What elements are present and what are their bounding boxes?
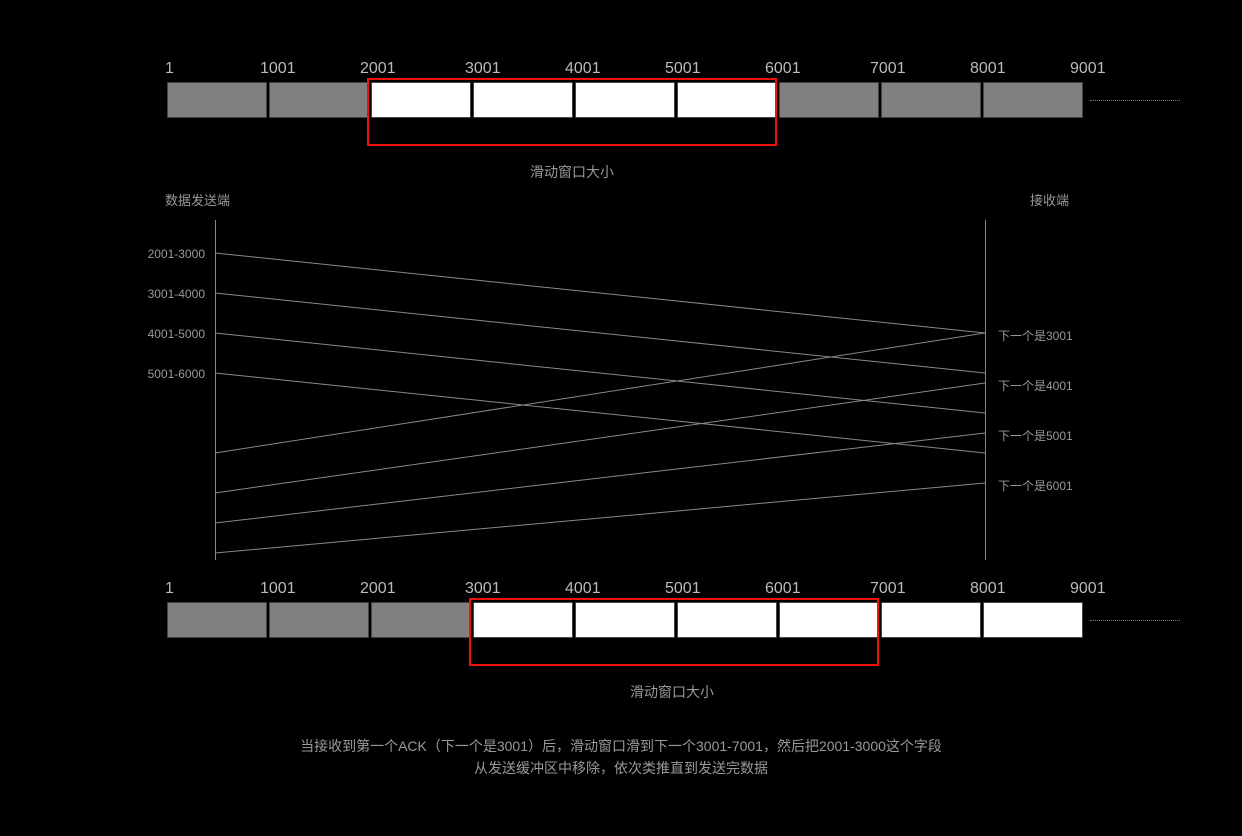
tick-label: 5001 [665,580,701,598]
tick-label: 9001 [1070,580,1106,598]
top-sliding-window [367,78,777,146]
tick-label: 1 [165,60,174,78]
tick-label: 2001 [360,60,396,78]
seq-cell [983,602,1083,638]
tick-label: 8001 [970,580,1006,598]
tick-label: 1 [165,580,174,598]
explanation-text: 当接收到第一个ACK（下一个是3001）后，滑动窗口滑到下一个3001-7001… [0,735,1242,780]
tick-label: 1001 [260,580,296,598]
bottom-window-caption: 滑动窗口大小 [630,682,714,702]
tick-label: 4001 [565,580,601,598]
tick-label: 7001 [870,60,906,78]
continuation-dots [1090,620,1180,621]
explanation-line: 当接收到第一个ACK（下一个是3001）后，滑动窗口滑到下一个3001-7001… [0,735,1242,757]
explanation-line: 从发送缓冲区中移除，依次类推直到发送完数据 [0,757,1242,779]
top-sequence: 1 1001 2001 3001 4001 5001 6001 7001 800… [165,60,1085,118]
tick-label: 1001 [260,60,296,78]
seq-cell [269,82,369,118]
top-window-caption: 滑动窗口大小 [530,162,614,182]
tick-label: 2001 [360,580,396,598]
tick-label: 3001 [465,580,501,598]
seq-cell [167,602,267,638]
tick-label: 7001 [870,580,906,598]
ack-label: 下一个是4001 [998,377,1108,394]
tick-label: 6001 [765,60,801,78]
ack-label: 下一个是3001 [998,327,1108,344]
seq-cell [881,82,981,118]
tick-label: 5001 [665,60,701,78]
continuation-dots [1090,100,1180,101]
send-segment-label: 4001-5000 [125,327,205,341]
ack-label: 下一个是6001 [998,477,1108,494]
send-segment-label: 3001-4000 [125,287,205,301]
ack-label: 下一个是5001 [998,427,1108,444]
seq-cell [371,602,471,638]
message-timeline [215,220,985,560]
send-segment-label: 5001-6000 [125,367,205,381]
bottom-sliding-window [469,598,879,666]
tick-label: 4001 [565,60,601,78]
message-lines-svg [215,220,985,560]
seq-cell [983,82,1083,118]
bottom-sequence: 1 1001 2001 3001 4001 5001 6001 7001 800… [165,580,1085,638]
seq-cell [779,82,879,118]
seq-cell [167,82,267,118]
tick-label: 8001 [970,60,1006,78]
send-segment-label: 2001-3000 [125,247,205,261]
seq-cell [269,602,369,638]
tick-label: 3001 [465,60,501,78]
seq-cell [881,602,981,638]
receiver-endpoint-label: 接收端 [1030,190,1069,209]
tick-label: 6001 [765,580,801,598]
tick-label: 9001 [1070,60,1106,78]
sender-endpoint-label: 数据发送端 [165,190,230,209]
receiver-lifeline [985,220,986,560]
